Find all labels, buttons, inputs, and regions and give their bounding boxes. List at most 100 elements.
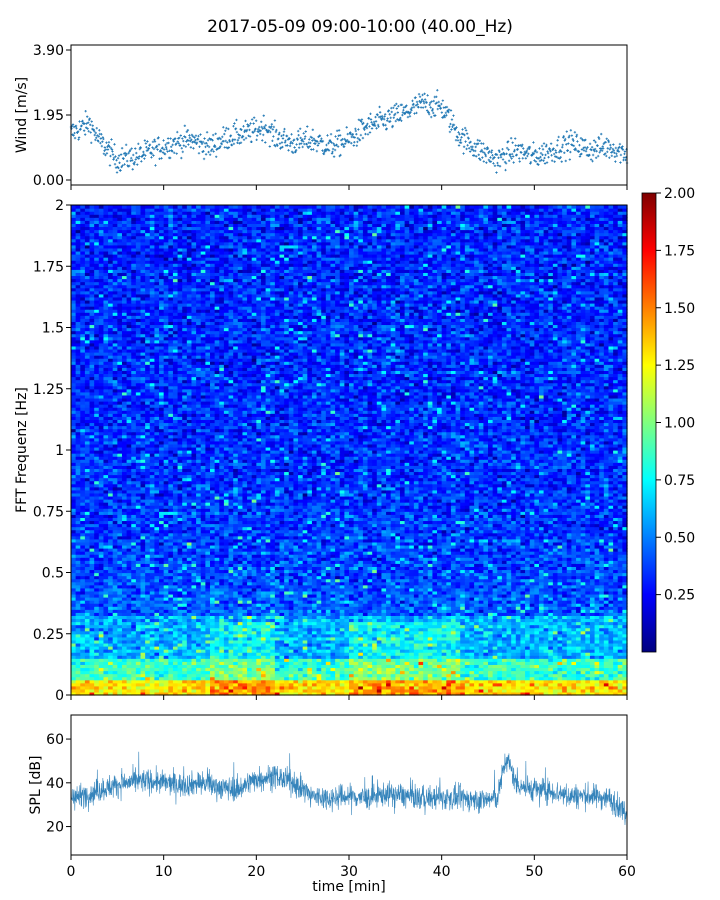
wind-point bbox=[228, 140, 232, 143]
wind-point bbox=[213, 145, 217, 148]
spectrogram-cell bbox=[94, 691, 100, 696]
spectrogram-cell bbox=[89, 688, 95, 693]
spectrogram-cell bbox=[103, 682, 109, 687]
wind-point bbox=[104, 148, 108, 151]
wind-point bbox=[133, 160, 136, 164]
wind-point bbox=[187, 143, 190, 146]
wind-point bbox=[540, 144, 544, 148]
spectrogram-cell bbox=[395, 691, 401, 696]
wind-point bbox=[541, 153, 544, 157]
wind-point bbox=[332, 155, 336, 158]
spectrogram-cell bbox=[214, 691, 220, 696]
wind-point bbox=[120, 165, 123, 169]
wind-point bbox=[400, 119, 403, 122]
wind-point bbox=[146, 140, 149, 143]
spectrogram-cell bbox=[353, 688, 359, 693]
wind-point bbox=[593, 149, 596, 153]
wind-point bbox=[532, 141, 535, 144]
wind-point bbox=[90, 120, 93, 123]
spectrogram-cell bbox=[386, 688, 392, 693]
spectrogram-cell bbox=[395, 685, 401, 690]
wind-point bbox=[292, 138, 296, 142]
wind-point bbox=[113, 143, 116, 146]
wind-point bbox=[537, 157, 541, 160]
wind-point bbox=[380, 114, 384, 118]
wind-point bbox=[232, 124, 235, 128]
spectrogram-cell bbox=[274, 691, 281, 696]
spectrogram-cell bbox=[376, 685, 383, 690]
wind-point bbox=[589, 158, 593, 161]
wind-point bbox=[281, 137, 285, 140]
wind-point bbox=[491, 157, 495, 161]
spectrogram-cell bbox=[121, 682, 128, 687]
wind-point bbox=[331, 150, 334, 154]
wind-point bbox=[563, 139, 566, 142]
wind-point bbox=[353, 136, 357, 139]
wind-point bbox=[250, 140, 253, 144]
spectrogram-cell bbox=[145, 679, 151, 684]
spectrogram-cell bbox=[460, 691, 466, 696]
wind-point bbox=[337, 134, 340, 137]
wind-point bbox=[127, 164, 131, 168]
spectrogram-cell bbox=[413, 691, 420, 696]
spectrogram-cell bbox=[483, 685, 489, 690]
spectrogram-cell bbox=[367, 691, 373, 696]
spectrogram-cell bbox=[450, 685, 457, 690]
spectrogram-cell bbox=[251, 691, 257, 696]
spectrogram-cell bbox=[437, 685, 443, 690]
wind-point bbox=[146, 148, 150, 152]
wind-point bbox=[136, 163, 139, 166]
spectrogram-cell bbox=[622, 685, 628, 690]
wind-point bbox=[137, 157, 140, 160]
wind-point bbox=[432, 99, 435, 103]
spectrogram-cell bbox=[108, 685, 114, 690]
spectrogram-cell bbox=[608, 688, 614, 693]
wind-point bbox=[242, 138, 246, 141]
spectrogram-cell bbox=[603, 691, 610, 696]
spectrogram-cell bbox=[469, 685, 475, 690]
wind-point bbox=[478, 139, 481, 143]
wind-point bbox=[565, 130, 568, 133]
wind-point bbox=[548, 147, 551, 150]
wind-point bbox=[261, 139, 264, 142]
wind-point bbox=[157, 143, 161, 146]
spectrogram-cell bbox=[557, 685, 563, 690]
spectrogram-cell bbox=[154, 688, 160, 693]
wind-point bbox=[612, 149, 616, 152]
spectrogram-cell bbox=[279, 691, 285, 696]
wind-point bbox=[308, 138, 311, 141]
spectrogram-cell bbox=[362, 682, 369, 687]
wind-point bbox=[250, 118, 254, 121]
wind-point bbox=[582, 146, 585, 150]
spectrogram-cell bbox=[506, 691, 512, 696]
wind-point bbox=[445, 114, 448, 117]
wind-point bbox=[543, 162, 547, 165]
spectrogram-cell bbox=[117, 679, 123, 684]
spectrogram-cell bbox=[205, 679, 211, 684]
spectrogram-cell bbox=[594, 688, 600, 693]
spectrogram-cell bbox=[140, 679, 146, 684]
wind-point bbox=[417, 106, 420, 109]
spectrogram-cell bbox=[117, 688, 123, 693]
wind-point bbox=[236, 138, 240, 142]
spectrogram-cell bbox=[247, 679, 253, 684]
wind-point bbox=[336, 145, 340, 148]
wind-point bbox=[258, 125, 261, 129]
wind-point bbox=[390, 110, 393, 114]
spectrogram-cell bbox=[75, 685, 81, 690]
spectrogram-cell bbox=[617, 682, 623, 687]
spectrogram-cell bbox=[501, 685, 508, 690]
wind-point bbox=[223, 132, 226, 136]
wind-point bbox=[471, 145, 474, 149]
spectrogram-cell bbox=[210, 688, 216, 693]
spectrogram-cell bbox=[233, 682, 239, 687]
wind-point bbox=[611, 147, 615, 151]
spectrogram-cell bbox=[330, 688, 336, 693]
wind-point bbox=[398, 118, 402, 121]
wind-point bbox=[369, 118, 373, 121]
wind-point bbox=[402, 106, 406, 109]
wind-point bbox=[431, 107, 434, 111]
wind-point bbox=[423, 98, 427, 101]
wind-point bbox=[97, 140, 100, 143]
spectrogram-cell bbox=[256, 691, 262, 696]
